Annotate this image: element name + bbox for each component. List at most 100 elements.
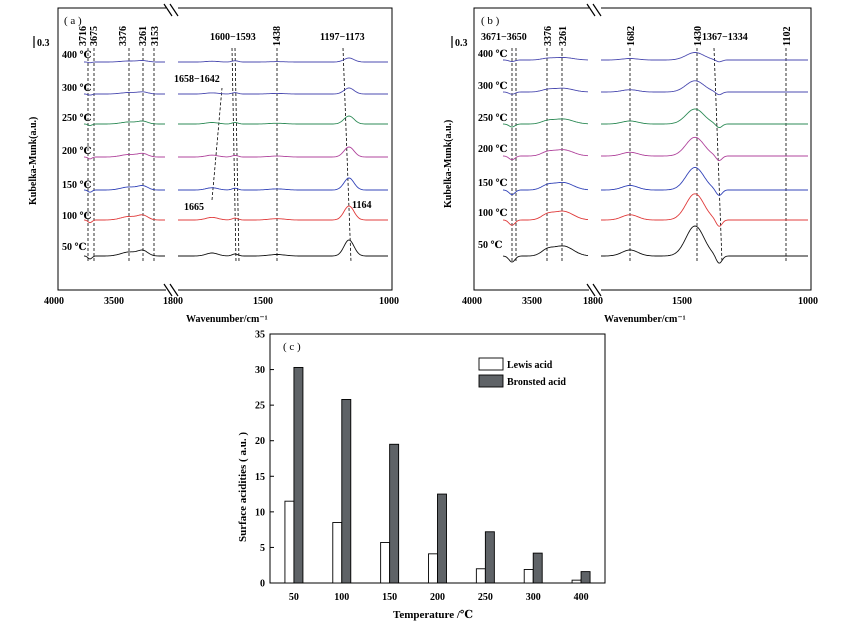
spectrum-line	[83, 115, 388, 126]
x-tick-label: 400	[574, 592, 589, 603]
peak-label: 3671−3650	[481, 32, 527, 43]
spectrum-line	[83, 177, 388, 193]
peak-label: 3261	[558, 26, 569, 46]
panel-b-label: ( b )	[481, 15, 500, 27]
panel-b: ( b ) 0.3 Kubelka-Munk(a.u.) Wavenumber/…	[443, 3, 818, 325]
x-ticks: 4000 3500 1800 1500 1000	[44, 296, 399, 307]
peak-label: 1430	[693, 26, 704, 46]
x-tick-label: 100	[334, 592, 349, 603]
peak-label: 1682	[626, 26, 637, 46]
temperature-labels: 400 ℃ 300 ℃ 250 ℃ 200 ℃ 150 ℃ 100 ℃ 50 ℃	[62, 50, 92, 253]
tick-label: 1500	[672, 296, 692, 307]
temp-label: 250 ℃	[478, 113, 508, 124]
bar-lewis	[332, 522, 343, 584]
temp-label: 300 ℃	[62, 83, 92, 94]
bar-bronsted	[293, 366, 304, 584]
reference-lines	[87, 47, 352, 263]
peak-labels: 3716 3675 3376 3261 3153 1600−1593 1438 …	[78, 26, 371, 213]
panel-c-label: ( c )	[283, 341, 301, 353]
tick-label: 1800	[583, 296, 603, 307]
temp-label: 150 ℃	[478, 178, 508, 189]
y-ticks: 0 5 10 15 20 25 30 35	[255, 330, 274, 590]
spectrum-line	[84, 57, 388, 64]
y-tick-label: 35	[255, 330, 265, 341]
spectra-a	[83, 57, 388, 260]
temp-label: 50 ℃	[478, 240, 503, 251]
peak-label: 1197−1173	[320, 32, 365, 43]
peak-label: 3675	[89, 26, 100, 46]
tick-label: 1000	[379, 296, 399, 307]
spectrum-line	[502, 167, 808, 196]
peak-label: 3153	[150, 26, 161, 46]
panel-a: ( a ) 0.3 Kubelka-Munk(a.u.) Wavenumber/…	[28, 3, 399, 325]
bar-lewis	[571, 579, 582, 584]
bar-lewis	[284, 500, 295, 584]
peak-label: 1600−1593	[210, 32, 256, 43]
y-axis-label: Kubelka-Munk(a.u.)	[28, 117, 39, 205]
x-axis-label: Wavenumber/cm⁻¹	[186, 314, 268, 325]
tick-label: 4000	[44, 296, 64, 307]
axis-break-icon	[163, 3, 179, 297]
y-axis-label: Kubelka-Munk(a.u.)	[443, 120, 454, 208]
panel-a-label: ( a )	[64, 15, 82, 27]
spectrum-line	[502, 108, 808, 129]
spectrum-line	[83, 205, 388, 224]
peak-label: 1658−1642	[174, 74, 220, 85]
bar-bronsted	[484, 531, 495, 584]
temp-label: 100 ℃	[62, 211, 92, 222]
temp-label: 200 ℃	[478, 144, 508, 155]
legend-label: Lewis acid	[507, 360, 553, 371]
spectrum-line	[83, 239, 388, 260]
bar-bronsted	[580, 571, 591, 584]
peak-label: 3261	[138, 26, 149, 46]
tick-label: 1000	[798, 296, 818, 307]
tick-label: 1800	[163, 296, 183, 307]
bar-bronsted	[389, 443, 400, 584]
tick-label: 4000	[462, 296, 482, 307]
x-tick-label: 200	[430, 592, 445, 603]
tick-label: 1500	[253, 296, 273, 307]
y-tick-label: 0	[260, 579, 265, 590]
bars	[284, 366, 591, 584]
temp-label: 150 ℃	[62, 180, 92, 191]
panel-a-frame	[57, 7, 393, 291]
y-tick-label: 5	[260, 543, 265, 554]
spectrum-line	[83, 146, 388, 160]
bar-bronsted	[532, 552, 543, 584]
peak-label: 1164	[352, 200, 371, 211]
temp-label: 100 ℃	[478, 208, 508, 219]
panel-c: ( c ) Surface acidities ( a.u. ) Tempera…	[237, 330, 606, 621]
spectra-b	[502, 52, 808, 264]
bar-lewis	[380, 541, 391, 584]
scale-bar: 0.3	[33, 36, 50, 49]
bar-lewis	[475, 568, 486, 584]
temp-label: 400 ℃	[478, 49, 508, 60]
x-tick-label: 300	[526, 592, 541, 603]
x-ticks: 4000 3500 1800 1500 1000	[462, 296, 818, 307]
bar-bronsted	[341, 399, 352, 584]
peak-label: 1438	[272, 26, 283, 46]
spectrum-line	[502, 80, 808, 96]
x-tick-label: 150	[382, 592, 397, 603]
spectrum-line	[84, 87, 388, 96]
svg-text:0.3: 0.3	[455, 38, 468, 49]
spectrum-line	[502, 225, 808, 264]
y-tick-label: 30	[255, 365, 265, 376]
y-axis-label: Surface acidities ( a.u. )	[237, 432, 249, 542]
peak-label: 3376	[118, 26, 129, 46]
y-tick-label: 25	[255, 401, 265, 412]
y-tick-label: 20	[255, 436, 265, 447]
legend-label: Bronsted acid	[507, 377, 566, 388]
axis-break-icon	[586, 3, 602, 297]
temp-label: 50 ℃	[62, 242, 87, 253]
temp-label: 250 ℃	[62, 113, 92, 124]
x-tick-label: 250	[478, 592, 493, 603]
tick-label: 3500	[104, 296, 124, 307]
reference-lines	[511, 47, 787, 263]
bar-lewis	[523, 569, 534, 584]
spectrum-line	[502, 136, 808, 161]
temp-label: 300 ℃	[478, 81, 508, 92]
tick-label: 3500	[522, 296, 542, 307]
bar-bronsted	[437, 493, 447, 584]
